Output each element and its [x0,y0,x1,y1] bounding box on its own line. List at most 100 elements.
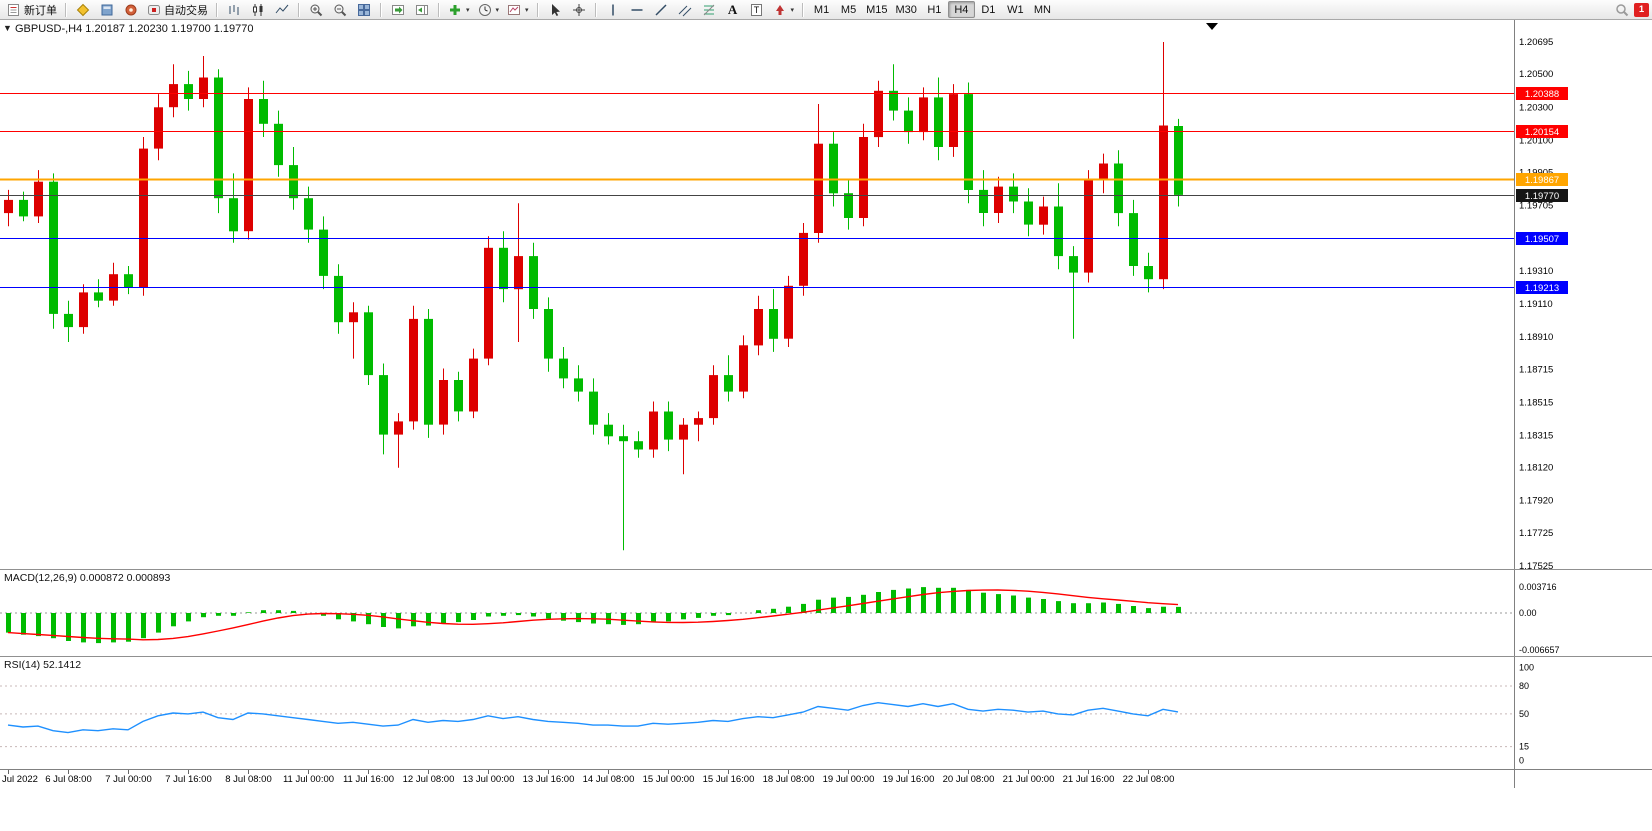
candle-bull [439,380,448,425]
candle-bear [934,97,943,147]
chart-shift-marker[interactable] [1206,23,1218,30]
time-axis-label: 15 Jul 16:00 [703,774,755,785]
search-button[interactable] [1610,1,1634,18]
line-chart-icon [275,4,289,13]
trendline-button[interactable] [649,1,673,18]
candle-bear [979,189,988,213]
macd-signal-line [7,589,1179,641]
trendline-icon [655,3,667,16]
toolbar-separator [380,2,382,17]
timeframe-button-m15[interactable]: M15 [862,1,891,18]
vertical-line-button[interactable] [601,1,625,18]
time-axis-label: Jul 2022 [2,774,38,785]
candle-bull [694,418,703,425]
data-window-button[interactable] [95,1,119,18]
crosshair-button[interactable] [567,1,591,18]
tile-windows-button[interactable] [352,1,376,18]
vertical-line-icon [611,4,614,15]
candle-bear [1054,206,1063,257]
text-label-tool-button[interactable]: T [745,1,769,18]
toolbar-separator [438,2,440,17]
price-axis-label: 1.20695 [1519,37,1553,48]
bar-chart-button[interactable] [222,1,246,18]
timeframe-button-h4[interactable]: H4 [947,1,975,18]
price-axis-label: 1.17725 [1519,528,1553,539]
toolbar-separator [802,2,805,17]
candle-bull [679,424,688,440]
fibonacci-button[interactable] [697,1,721,18]
line-chart-button[interactable] [270,1,294,18]
price-axis-label: 1.18715 [1519,364,1553,375]
time-axis-label: 11 Jul 16:00 [343,774,394,785]
rsi-axis-label: 100 [1519,662,1534,672]
toolbar-separator [536,2,539,17]
time-axis-label: 7 Jul 00:00 [105,774,151,785]
candle-bear [319,229,328,276]
candle-bear [454,380,463,412]
candle-bear [604,424,613,437]
candle-bear [229,198,238,232]
zoom-out-button[interactable] [328,1,352,18]
notification-badge[interactable]: 1 [1634,2,1649,17]
price-axis-label: 1.18910 [1519,332,1553,343]
zoom-in-button[interactable] [304,1,328,18]
timeframe-button-m1[interactable]: M1 [808,1,835,18]
new-order-button[interactable]: 新订单 [3,1,61,18]
timeframe-button-mn[interactable]: MN [1029,1,1056,18]
candle-bear [214,77,223,199]
candle-bear [94,292,103,301]
periods-button[interactable]: ▾ [474,1,504,18]
auto-scroll-button[interactable] [386,1,410,18]
new-order-label: 新订单 [24,4,57,17]
chart-shift-button[interactable] [410,1,434,18]
channel-button[interactable] [673,1,697,18]
candlestick-chart-button[interactable] [246,1,270,18]
text-label-tool-icon: T [750,3,763,16]
candle-bull [169,84,178,108]
candle-bear [334,275,343,323]
candle-bull [469,358,478,412]
timeframe-button-m30[interactable]: M30 [891,1,920,18]
dropdown-caret-icon: ▾ [466,6,470,14]
candle-bull [919,97,928,133]
candle-bull [484,247,493,359]
time-axis-label: 22 Jul 08:00 [1123,774,1175,785]
chart-shift-icon [416,4,428,15]
candle-bear [289,165,298,199]
candle-bull [79,292,88,328]
dropdown-caret-icon: ▾ [495,6,500,14]
text-tool-button[interactable]: A [721,1,745,18]
cursor-button[interactable] [543,1,567,18]
symbol-dropdown-icon[interactable]: ▼ [3,23,12,33]
timeframe-button-h1[interactable]: H1 [921,1,948,18]
candle-bull [814,143,823,233]
crosshair-icon [572,3,585,16]
candle-bear [499,247,508,290]
arrow-tools-button[interactable]: ▾ [769,1,799,18]
autotrading-button[interactable]: 自动交易 [143,1,212,18]
candle-bear [1144,266,1153,280]
horizontal-line-button[interactable] [625,1,649,18]
timeframe-button-d1[interactable]: D1 [975,1,1002,18]
candle-bull [244,99,253,232]
zoom-in-icon [310,4,323,16]
market-watch-button[interactable] [71,1,95,18]
time-axis-label: 7 Jul 16:00 [165,774,211,785]
periods-clock-icon [478,3,491,16]
candle-bull [34,181,43,217]
timeframe-button-m5[interactable]: M5 [835,1,862,18]
time-axis-label: 13 Jul 00:00 [463,774,515,785]
candle-bear [1129,213,1138,266]
candle-bear [124,274,133,288]
candle-bull [739,345,748,392]
community-button[interactable] [119,1,143,18]
time-axis-label: 21 Jul 16:00 [1063,774,1115,785]
candle-bear [1069,256,1078,273]
indicators-button[interactable]: ▾ [444,1,474,18]
toolbar-separator [298,2,300,17]
candle-bear [889,90,898,111]
templates-button[interactable]: ▾ [503,1,533,18]
timeframe-button-w1[interactable]: W1 [1002,1,1029,18]
price-axis-label: 1.18515 [1519,397,1553,408]
